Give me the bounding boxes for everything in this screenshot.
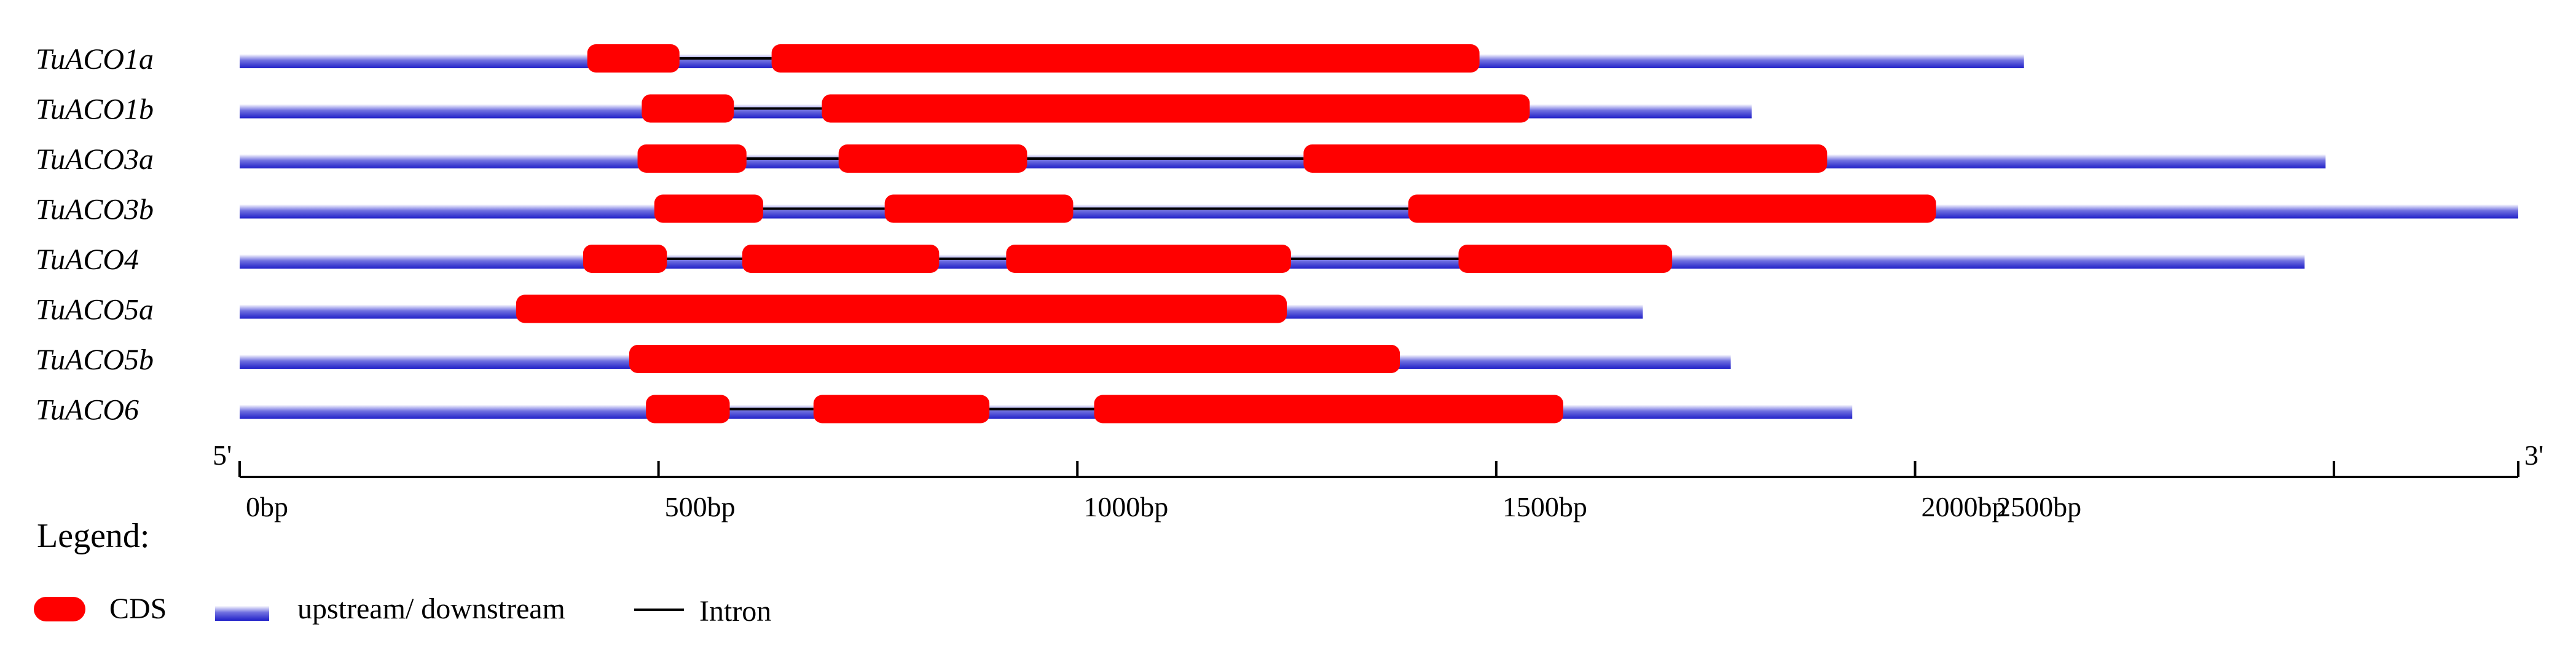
gene-row: TuACO5a bbox=[36, 294, 1643, 326]
gene-name: TuACO5a bbox=[36, 294, 154, 326]
cds-block bbox=[838, 144, 1027, 173]
cds-block bbox=[1006, 245, 1291, 273]
tick-label: 1500bp bbox=[1502, 491, 1587, 522]
cds-block bbox=[822, 94, 1530, 123]
tick-label: 2000bp bbox=[1921, 491, 2006, 522]
tick-label: 2500bp bbox=[1997, 491, 2081, 522]
tick-label: 1000bp bbox=[1083, 491, 1168, 522]
gene-row: TuACO6 bbox=[36, 394, 1853, 427]
gene-row: TuACO1a bbox=[36, 43, 2024, 76]
cds-block bbox=[629, 345, 1400, 373]
cds-block bbox=[516, 294, 1287, 323]
gene-name: TuACO3a bbox=[36, 143, 154, 176]
tick-label: 0bp bbox=[246, 491, 288, 522]
cds-block bbox=[587, 44, 680, 73]
gene-row: TuACO3b bbox=[36, 194, 2518, 226]
cds-block bbox=[637, 144, 747, 173]
gene-name: TuACO1a bbox=[36, 43, 154, 76]
cds-block bbox=[654, 194, 764, 223]
cds-block bbox=[1303, 144, 1828, 173]
gene-tracks: TuACO1a TuACO1b TuACO3a TuACO3b TuACO4 TuACO5… bbox=[36, 43, 2518, 427]
tick-label: 500bp bbox=[665, 491, 736, 522]
gene-name: TuACO3b bbox=[36, 194, 154, 226]
gene-name: TuACO1b bbox=[36, 93, 154, 126]
cds-block bbox=[884, 194, 1074, 223]
cds-block bbox=[1408, 194, 1936, 223]
legend-title: Legend: bbox=[37, 517, 149, 555]
legend-cds-swatch bbox=[34, 597, 85, 621]
cds-block bbox=[771, 44, 1480, 73]
cds-block bbox=[813, 395, 990, 424]
three-prime-label: 3' bbox=[2524, 439, 2543, 471]
five-prime-label: 5' bbox=[213, 439, 232, 471]
legend-cds-label: CDS bbox=[109, 593, 167, 625]
gene-name: TuACO6 bbox=[36, 394, 139, 427]
gene-name: TuACO5b bbox=[36, 344, 154, 376]
cds-block bbox=[646, 395, 730, 424]
cds-block bbox=[742, 245, 940, 273]
cds-block bbox=[583, 245, 667, 273]
gene-row: TuACO3a bbox=[36, 143, 2326, 176]
cds-block bbox=[1458, 245, 1673, 273]
gene-row: TuACO5b bbox=[36, 344, 1731, 376]
cds-block bbox=[1094, 395, 1563, 424]
gene-row: TuACO4 bbox=[36, 243, 2305, 276]
cds-block bbox=[642, 94, 734, 123]
gene-name: TuACO4 bbox=[36, 243, 139, 276]
legend-intron-label: Intron bbox=[699, 595, 771, 628]
legend-utr-swatch bbox=[215, 600, 269, 621]
gene-row: TuACO1b bbox=[36, 93, 1752, 126]
legend-utr-label: upstream/ downstream bbox=[297, 593, 565, 625]
legend: Legend: CDS upstream/ downstream Intron bbox=[34, 517, 771, 628]
